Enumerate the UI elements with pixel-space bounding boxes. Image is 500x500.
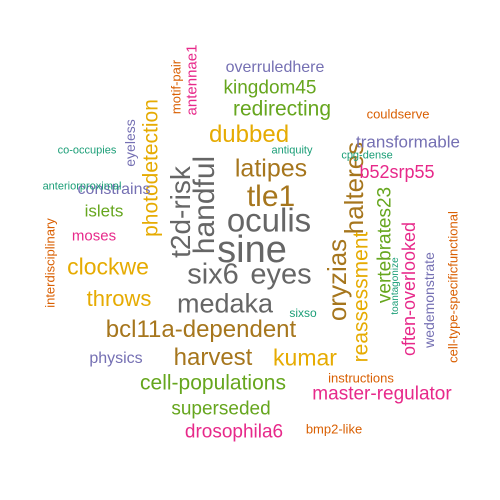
word-co-occupies: co-occupies bbox=[57, 144, 117, 157]
word-oculis: oculis bbox=[226, 201, 312, 239]
word-moses: moses bbox=[71, 227, 117, 245]
word-redirecting: redirecting bbox=[232, 97, 332, 121]
word-sixso: sixso bbox=[289, 306, 317, 320]
word-constrains: constrains bbox=[77, 181, 151, 198]
word-superseded: superseded bbox=[171, 398, 271, 420]
word-wedemonstrate: wedemonstrate bbox=[421, 252, 437, 348]
word-antiquity: antiquity bbox=[271, 144, 313, 157]
word-anteriorproximal: anteriorproximal bbox=[42, 180, 122, 193]
word-t2d-risk: t2d-risk bbox=[165, 166, 196, 258]
word-six6: six6 bbox=[187, 258, 239, 291]
word-overruledhere: overruledhere bbox=[225, 59, 325, 76]
word-drosophila6: drosophila6 bbox=[184, 421, 284, 443]
word-tle1: tle1 bbox=[246, 180, 296, 213]
word-kumar: kumar bbox=[273, 344, 337, 371]
word-b52srp55: b52srp55 bbox=[359, 162, 435, 182]
word-dubbed: dubbed bbox=[208, 121, 290, 148]
word-motif-pair: motif-pair bbox=[168, 59, 184, 115]
word-medaka: medaka bbox=[176, 288, 274, 319]
word-islets: islets bbox=[84, 201, 124, 221]
word-cell-type-specificfunctional: cell-type-specificfunctional bbox=[445, 211, 461, 363]
word-eyes: eyes bbox=[250, 258, 312, 291]
word-transformable: transformable bbox=[356, 132, 460, 152]
word-clockwe: clockwe bbox=[67, 253, 149, 280]
word-toantagonize: toantagonize bbox=[390, 257, 401, 315]
word-instructions: instructions bbox=[328, 370, 394, 386]
word-often-overlooked: often-overlooked bbox=[399, 221, 419, 357]
word-oryzias: oryzias bbox=[322, 238, 352, 322]
word-cpg-dense: cpg-dense bbox=[341, 149, 393, 162]
word-physics: physics bbox=[89, 350, 143, 367]
word-cell-populations: cell-populations bbox=[140, 371, 286, 395]
word-couldserve: couldserve bbox=[366, 106, 430, 122]
word-reassessment: reassessment bbox=[349, 231, 373, 363]
word-eyeless: eyeless bbox=[122, 119, 138, 167]
word-throws: throws bbox=[86, 286, 152, 311]
word-harvest: harvest bbox=[173, 344, 253, 371]
word-master-regulator: master-regulator bbox=[312, 383, 452, 405]
word-kingdom45: kingdom45 bbox=[223, 77, 317, 99]
word-interdisciplinary: interdisciplinary bbox=[42, 218, 58, 308]
word-latipes: latipes bbox=[234, 154, 308, 183]
word-bmp2-like: bmp2-like bbox=[305, 421, 363, 437]
word-sine: sine bbox=[217, 229, 287, 271]
word-photodetection: photodetection bbox=[139, 99, 163, 237]
word-antennae1: antennae1 bbox=[183, 44, 201, 116]
word-bcl11a-dependent: bcl11a-dependent bbox=[105, 316, 297, 343]
